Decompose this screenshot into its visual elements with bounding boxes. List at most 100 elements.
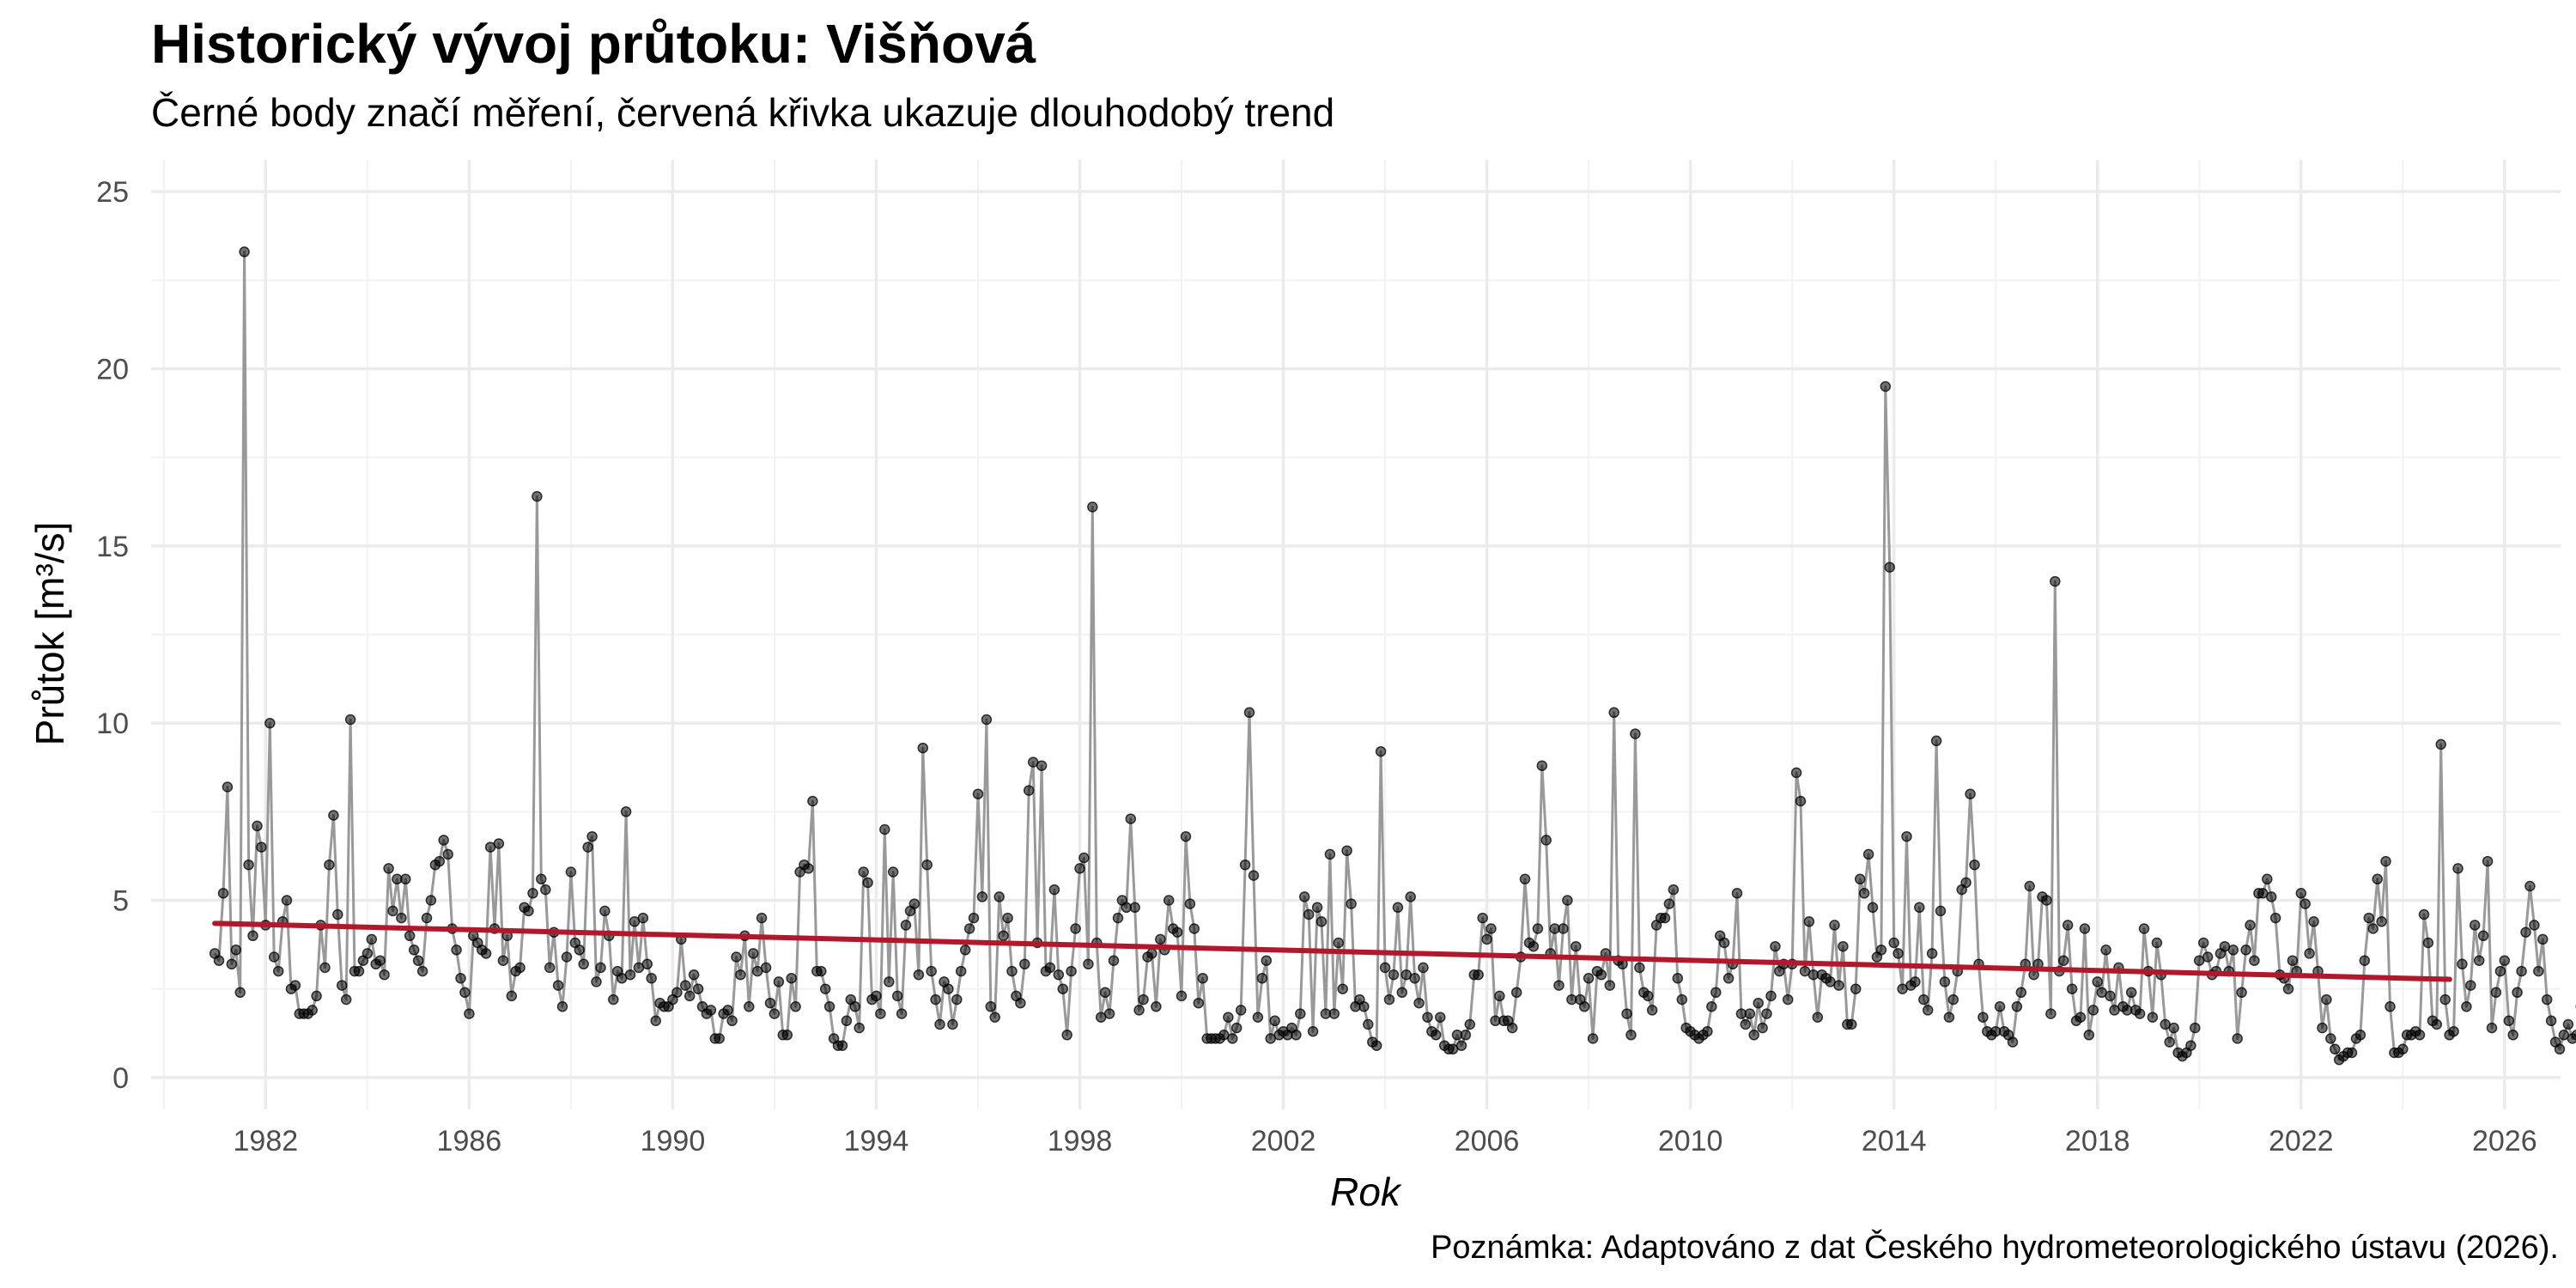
measurement-point xyxy=(319,962,331,974)
measurement-point xyxy=(1812,1012,1824,1023)
measurement-point xyxy=(2262,873,2273,885)
y-tick-label: 0 xyxy=(112,1062,129,1095)
measurement-point xyxy=(760,962,772,974)
measurement-point xyxy=(913,969,925,981)
measurement-point xyxy=(1176,990,1188,1002)
grid-major xyxy=(151,160,2561,1109)
measurement-point xyxy=(2075,1012,2087,1023)
measurement-point xyxy=(595,962,606,974)
measurement-point xyxy=(2385,1001,2396,1012)
measurement-point xyxy=(442,848,453,860)
x-axis-title: Rok xyxy=(1330,1170,1402,1214)
x-tick-label: 1982 xyxy=(234,1125,299,1157)
measurement-point xyxy=(1239,859,1251,871)
measurement-point xyxy=(459,987,471,999)
measurement-point xyxy=(361,948,374,959)
measurement-point xyxy=(2134,1008,2146,1019)
measurement-point xyxy=(230,945,242,956)
measurement-point xyxy=(2503,1015,2515,1027)
measurement-point xyxy=(527,888,538,899)
measurement-point xyxy=(2490,987,2502,999)
measurement-point xyxy=(2524,880,2536,892)
measurement-point xyxy=(1337,983,1348,994)
measurement-point xyxy=(1926,948,1938,959)
x-tick-label: 2010 xyxy=(1658,1125,1723,1157)
measurement-point xyxy=(1604,980,1616,991)
measurement-point xyxy=(1074,863,1085,874)
trend-line xyxy=(212,920,2452,982)
measurement-point xyxy=(561,951,573,963)
measurement-point xyxy=(891,990,903,1002)
measurement-point xyxy=(2469,920,2481,931)
measurement-point xyxy=(786,973,797,984)
measurement-point xyxy=(1901,830,1912,842)
measurement-point xyxy=(2461,1001,2472,1012)
measurement-point xyxy=(2249,955,2260,966)
measurement-point xyxy=(1930,735,1942,747)
measurement-point xyxy=(2499,955,2511,966)
measurement-point xyxy=(1019,958,1030,970)
measurement-point xyxy=(875,1008,886,1019)
measurement-point xyxy=(1269,1015,1280,1027)
measurement-point xyxy=(1571,940,1582,952)
measurement-point xyxy=(1744,1008,1756,1019)
measurement-point xyxy=(1854,873,1866,885)
measurement-point xyxy=(1261,955,1273,966)
measurement-point xyxy=(1643,990,1654,1002)
measurement-point xyxy=(582,841,593,853)
measurement-point xyxy=(1295,1008,1306,1019)
measurement-point xyxy=(1379,962,1391,974)
measurement-point xyxy=(332,908,343,920)
measurement-point xyxy=(879,823,890,835)
measurement-point xyxy=(1540,835,1552,846)
measurement-point xyxy=(599,905,611,917)
measurement-point xyxy=(2269,912,2281,924)
measurement-point xyxy=(281,895,293,906)
measurement-point xyxy=(1676,993,1688,1005)
measurement-point xyxy=(1893,948,1904,959)
measurement-point xyxy=(1562,895,1573,906)
measurement-point xyxy=(1782,993,1794,1005)
x-tick-label: 2022 xyxy=(2269,1125,2334,1157)
measurement-point xyxy=(1252,1012,1264,1023)
measurement-point xyxy=(947,1018,958,1030)
measurement-point xyxy=(1188,923,1200,934)
measurement-point xyxy=(1702,1025,1713,1037)
measurement-point xyxy=(1978,1012,1989,1023)
measurement-point xyxy=(2041,895,2052,906)
measurement-point xyxy=(1180,830,1192,842)
measurement-point xyxy=(646,973,657,984)
measurement-point xyxy=(366,933,378,945)
measurement-point xyxy=(2024,880,2035,892)
measurement-point xyxy=(862,877,873,889)
measurement-point xyxy=(608,993,619,1005)
measurement-point xyxy=(289,980,301,991)
measurement-point xyxy=(2325,1033,2336,1044)
measurement-point xyxy=(1630,728,1641,739)
measurement-point xyxy=(871,990,882,1002)
measurement-point xyxy=(1409,973,1420,984)
x-tick-label: 2018 xyxy=(2065,1125,2130,1157)
measurement-point xyxy=(1846,1018,1857,1030)
measurement-point xyxy=(637,912,649,924)
measurement-point xyxy=(2125,987,2137,999)
measurement-point xyxy=(989,1012,1000,1023)
measurement-point xyxy=(1036,760,1048,771)
measurement-point xyxy=(1151,1001,1162,1012)
measurement-point xyxy=(2062,920,2074,931)
measurement-point xyxy=(1146,948,1157,959)
x-tick-label: 1986 xyxy=(437,1125,502,1157)
measurement-points xyxy=(209,246,2576,1066)
measurement-point xyxy=(1625,1030,1637,1041)
measurement-point xyxy=(268,951,280,963)
measurement-point xyxy=(396,912,407,924)
measurement-point xyxy=(1197,973,1208,984)
measurement-point xyxy=(374,955,386,966)
measurement-point xyxy=(2372,873,2383,885)
measurement-point xyxy=(908,898,920,909)
measurement-point xyxy=(217,888,229,899)
measurement-point xyxy=(2439,993,2451,1005)
measurement-point xyxy=(1485,923,1497,934)
measurement-point xyxy=(493,838,505,849)
